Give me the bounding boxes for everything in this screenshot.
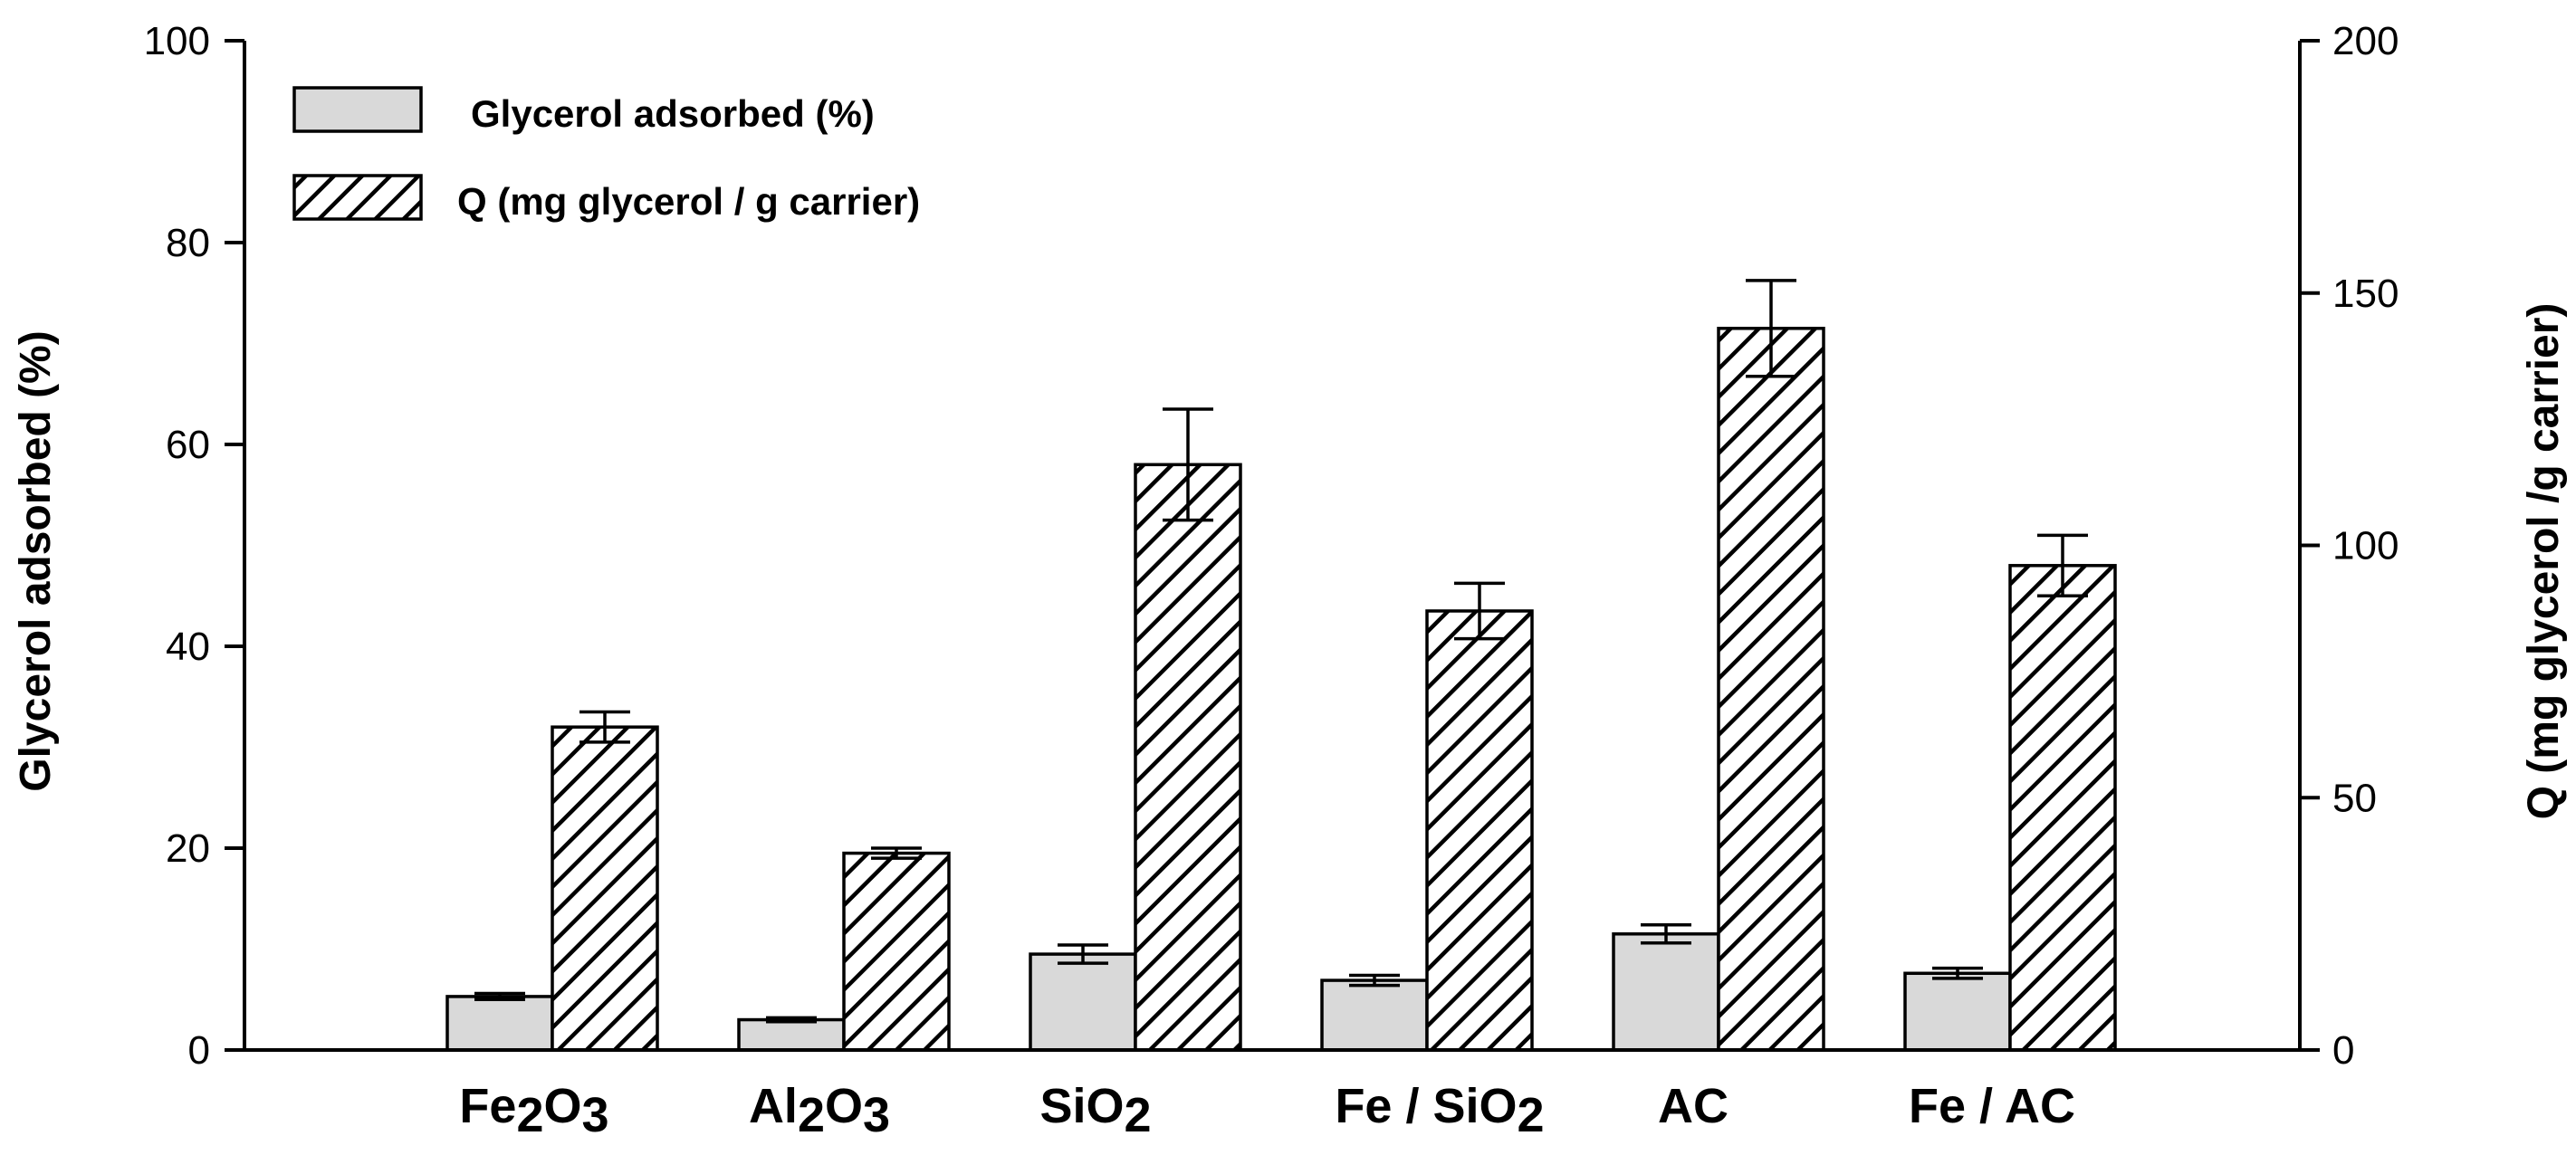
y-axis-title: Glycerol adsorbed (%)	[12, 330, 60, 791]
error-bar-q-0	[579, 710, 630, 744]
bar-q-2	[1134, 463, 1242, 1052]
y2-tick-label-1: 50	[2332, 776, 2377, 820]
y2-axis-title: Q (mg glycerol /g carrier)	[2520, 303, 2568, 820]
error-bar-q-3	[1454, 581, 1505, 641]
error-bar-glycerol-3	[1349, 973, 1400, 988]
bar-glycerol-5	[1903, 971, 2012, 1052]
error-bar-glycerol-1	[766, 1016, 817, 1024]
error-bar-glycerol-0	[474, 991, 525, 1001]
bar-glycerol-1	[737, 1017, 846, 1052]
y-tick-label-4: 80	[166, 221, 210, 265]
x-tick-label-0: Fe2O3	[459, 1079, 608, 1142]
legend-label-q: Q (mg glycerol / g carrier)	[457, 180, 920, 223]
y2-tick-label-3: 150	[2332, 272, 2399, 316]
y-tick-label-3: 60	[166, 423, 210, 467]
bar-glycerol-4	[1612, 932, 1720, 1052]
bar-glycerol-0	[445, 995, 554, 1052]
bar-q-0	[551, 725, 659, 1052]
y-tick-label-0: 0	[188, 1028, 210, 1073]
error-bar-q-1	[871, 846, 922, 860]
x-tick-label-3: Fe / SiO2	[1335, 1079, 1544, 1142]
bar-glycerol-2	[1029, 952, 1137, 1052]
bar-glycerol-3	[1320, 978, 1429, 1052]
y2-tick-label-2: 100	[2332, 524, 2399, 568]
legend-label-glycerol: Glycerol adsorbed (%)	[471, 92, 875, 135]
error-bar-q-4	[1746, 279, 1796, 378]
x-tick-label-1: Al2O3	[749, 1079, 890, 1142]
legend-swatch-hatch	[292, 174, 423, 221]
error-bar-glycerol-5	[1932, 966, 1983, 980]
bar-q-4	[1717, 327, 1825, 1052]
legend: Glycerol adsorbed (%) Q (mg glycerol / g…	[292, 86, 920, 223]
legend-swatch-solid	[292, 86, 423, 133]
y-tick-label-2: 40	[166, 625, 210, 669]
x-tick-label-5: Fe / AC	[1909, 1079, 2075, 1133]
x-tick-label-2: SiO2	[1039, 1079, 1151, 1142]
y-tick-label-5: 100	[144, 19, 210, 63]
bar-q-5	[2008, 564, 2117, 1052]
y2-tick-label-4: 200	[2332, 19, 2399, 63]
error-bar-q-5	[2037, 533, 2088, 597]
y-tick-label-1: 20	[166, 826, 210, 871]
bar-q-1	[842, 851, 951, 1052]
bar-q-3	[1425, 609, 1534, 1052]
error-bar-glycerol-2	[1058, 943, 1108, 965]
y2-tick-label-0: 0	[2332, 1028, 2354, 1073]
error-bar-glycerol-4	[1641, 922, 1691, 945]
error-bar-q-2	[1163, 407, 1213, 522]
x-tick-label-4: AC	[1658, 1079, 1729, 1133]
